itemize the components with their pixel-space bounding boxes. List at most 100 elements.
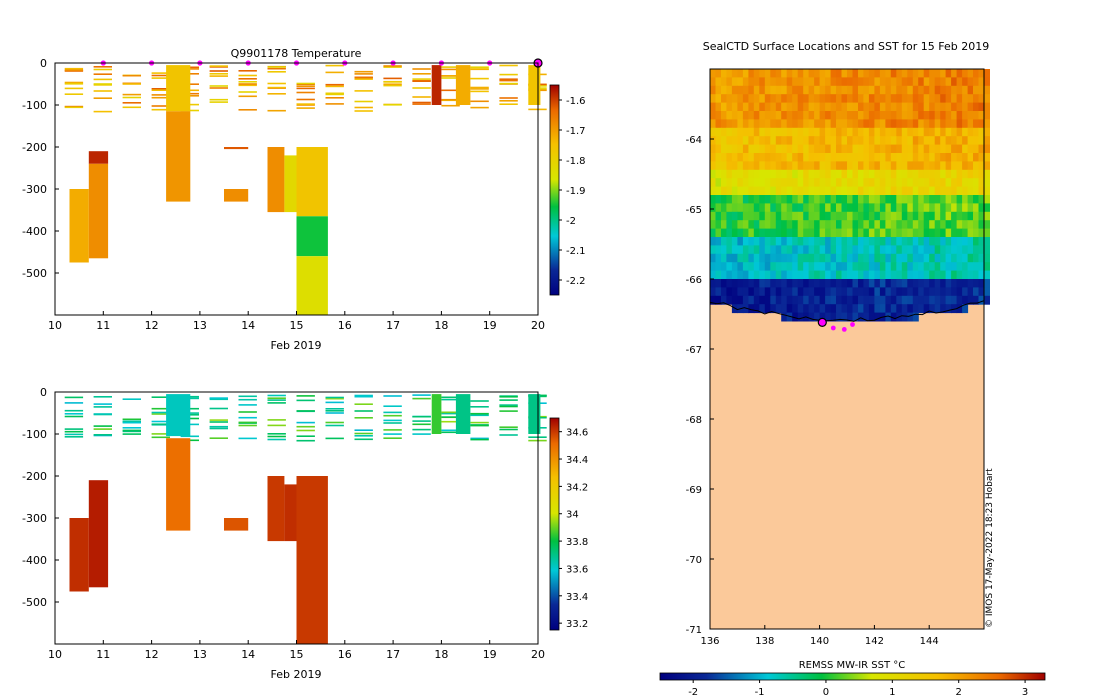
sst-pixel — [956, 94, 963, 104]
sst-pixel — [819, 85, 826, 95]
sst-pixel — [819, 77, 826, 87]
sst-pixel — [879, 186, 886, 196]
sst-pixel — [940, 127, 947, 137]
sst-pixel — [940, 94, 947, 104]
sst-pixel — [967, 153, 974, 162]
sst-pixel — [918, 237, 925, 246]
sst-pixel — [929, 237, 936, 246]
profile-stripe — [499, 434, 518, 436]
sst-pixel — [863, 203, 870, 213]
sst-pixel — [808, 253, 815, 263]
sst-pixel — [918, 228, 925, 238]
sst-pixel — [901, 245, 908, 255]
sst-pixel — [737, 144, 744, 154]
sst-pixel — [770, 119, 777, 129]
sst-pixel — [836, 312, 842, 322]
colorbar-tick-label: -2.1 — [566, 246, 586, 257]
profile-block — [224, 518, 249, 531]
sst-pixel — [721, 228, 727, 238]
sst-pixel — [885, 136, 892, 146]
sst-pixel — [764, 211, 771, 221]
profile-stripe — [151, 88, 170, 90]
sst-pixel — [781, 119, 788, 129]
sst-pixel — [830, 253, 837, 263]
profile-block — [166, 65, 191, 112]
sst-pixel — [940, 279, 947, 288]
sst-pixel — [753, 94, 760, 104]
x-tick-label: 17 — [386, 319, 400, 332]
sst-pixel — [951, 94, 958, 104]
sst-pixel — [721, 195, 727, 204]
sst-pixel — [775, 161, 782, 171]
sst-pixel — [962, 153, 969, 162]
sst-pixel — [858, 195, 864, 204]
sst-pixel — [973, 111, 979, 120]
sst-pixel — [808, 312, 815, 322]
sst-pixel — [721, 144, 727, 154]
profile-stripe — [238, 74, 257, 77]
x-tick-label: 20 — [531, 648, 545, 661]
sst-pixel — [825, 195, 832, 204]
sst-pixel — [852, 253, 859, 263]
sst-pixel — [956, 253, 963, 263]
sst-pixel — [863, 94, 870, 104]
sst-pixel — [836, 111, 842, 120]
sst-pixel — [836, 211, 842, 221]
profile-stripe — [441, 412, 460, 415]
sst-pixel — [934, 77, 941, 87]
sst-pixel — [896, 253, 903, 263]
sst-pixel — [863, 127, 870, 137]
profile-stripe — [499, 410, 518, 412]
sst-pixel — [956, 195, 963, 204]
sst-pixel — [836, 94, 842, 104]
sst-pixel — [918, 287, 925, 297]
sst-pixel — [737, 77, 744, 87]
sst-pixel — [940, 186, 947, 196]
sst-pixel — [710, 111, 716, 120]
profile-stripe — [209, 407, 228, 410]
sst-pixel — [890, 144, 897, 154]
profile-stripe — [470, 421, 489, 424]
sst-pixel — [814, 287, 821, 297]
sst-pixel — [978, 127, 985, 137]
profile-stripe — [64, 415, 84, 418]
sst-pixel — [858, 237, 864, 246]
sst-pixel — [918, 186, 925, 196]
sst-pixel — [775, 186, 782, 196]
sst-pixel — [912, 94, 919, 104]
profile-stripe — [93, 68, 112, 71]
sst-pixel — [868, 119, 875, 129]
sst-pixel — [863, 69, 870, 78]
profile-block — [166, 438, 191, 531]
sst-pixel — [786, 245, 793, 255]
sst-pixel — [951, 77, 958, 87]
sst-pixel — [912, 312, 919, 322]
sst-pixel — [885, 144, 892, 154]
sst-pixel — [934, 270, 941, 280]
sst-colorbar-tick-label: -1 — [755, 687, 765, 698]
sst-pixel — [901, 228, 908, 238]
profile-stripe — [209, 75, 228, 77]
sst-pixel — [797, 136, 804, 146]
sst-pixel — [726, 237, 733, 246]
profile-stripe — [151, 413, 170, 415]
sst-pixel — [868, 270, 875, 280]
sst-pixel — [775, 153, 782, 162]
sst-pixel — [852, 161, 859, 171]
sst-pixel — [742, 102, 749, 112]
sst-pixel — [951, 304, 958, 314]
sst-pixel — [841, 228, 848, 238]
sst-pixel — [885, 94, 892, 104]
profile-block — [224, 189, 249, 202]
sst-pixel — [814, 245, 821, 255]
sst-pixel — [912, 262, 919, 272]
sst-pixel — [731, 237, 738, 246]
profile-stripe — [238, 83, 257, 85]
sst-pixel — [923, 169, 930, 179]
sst-pixel — [973, 211, 979, 221]
sst-pixel — [710, 253, 716, 263]
sst-pixel — [803, 127, 810, 137]
sst-pixel — [830, 85, 837, 95]
profile-stripe — [151, 420, 170, 423]
sst-pixel — [825, 69, 832, 78]
